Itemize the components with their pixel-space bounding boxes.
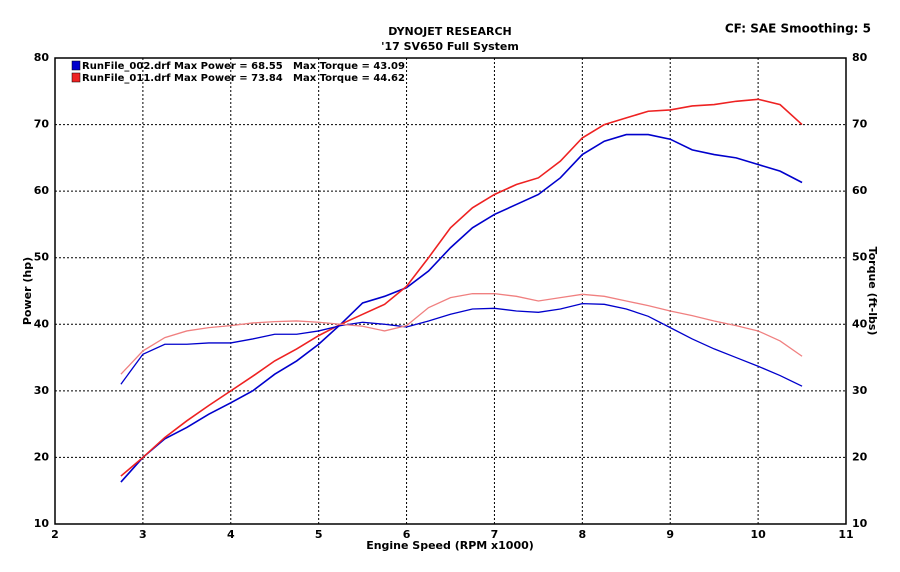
y2-tick-label: 40	[852, 317, 868, 330]
x-tick-label: 10	[750, 528, 766, 541]
y-tick-label: 30	[34, 384, 50, 397]
y-tick-label: 80	[34, 51, 50, 64]
x-tick-label: 8	[579, 528, 587, 541]
y-tick-label: 50	[34, 251, 50, 264]
legend-swatch	[71, 60, 81, 71]
x-tick-label: 4	[227, 528, 235, 541]
x-tick-label: 9	[666, 528, 674, 541]
y2-tick-label: 80	[852, 51, 868, 64]
y2-tick-label: 50	[852, 251, 868, 264]
x-tick-label: 6	[403, 528, 411, 541]
chart-subtitle: '17 SV650 Full System	[381, 40, 519, 53]
x-tick-label: 5	[315, 528, 323, 541]
data-line	[120, 98, 803, 477]
x-tick-label: 7	[491, 528, 499, 541]
y-tick-label: 40	[34, 317, 50, 330]
legend-entry: RunFile_011.drf Max Power = 73.84	[82, 73, 283, 84]
y2-tick-label: 30	[852, 384, 868, 397]
x-tick-label: 3	[139, 528, 147, 541]
data-line	[120, 293, 803, 375]
y2-tick-label: 10	[852, 517, 868, 530]
chart-title: DYNOJET RESEARCH	[388, 25, 511, 38]
y2-tick-label: 20	[852, 450, 868, 463]
y2-tick-label: 60	[852, 184, 868, 197]
corner-note: CF: SAE Smoothing: 5	[725, 22, 871, 36]
x-tick-label: 2	[51, 528, 59, 541]
y2-axis-label: Torque (ft-lbs)	[866, 247, 879, 336]
x-tick-label: 11	[838, 528, 853, 541]
y-axis-label: Power (hp)	[21, 257, 34, 325]
y-tick-label: 60	[34, 184, 50, 197]
legend-torque: Max Torque = 44.62	[293, 73, 405, 84]
y-tick-label: 10	[34, 517, 50, 530]
data-line	[120, 133, 803, 483]
x-axis-label: Engine Speed (RPM x1000)	[366, 539, 534, 552]
legend-swatch	[71, 72, 81, 83]
y-tick-label: 70	[34, 118, 50, 131]
y-tick-label: 20	[34, 450, 50, 463]
plot-frame	[54, 57, 847, 525]
legend-entry: RunFile_002.drf Max Power = 68.55	[82, 61, 283, 72]
data-line	[120, 302, 803, 387]
legend-torque: Max Torque = 43.09	[293, 61, 405, 72]
y2-tick-label: 70	[852, 118, 868, 131]
